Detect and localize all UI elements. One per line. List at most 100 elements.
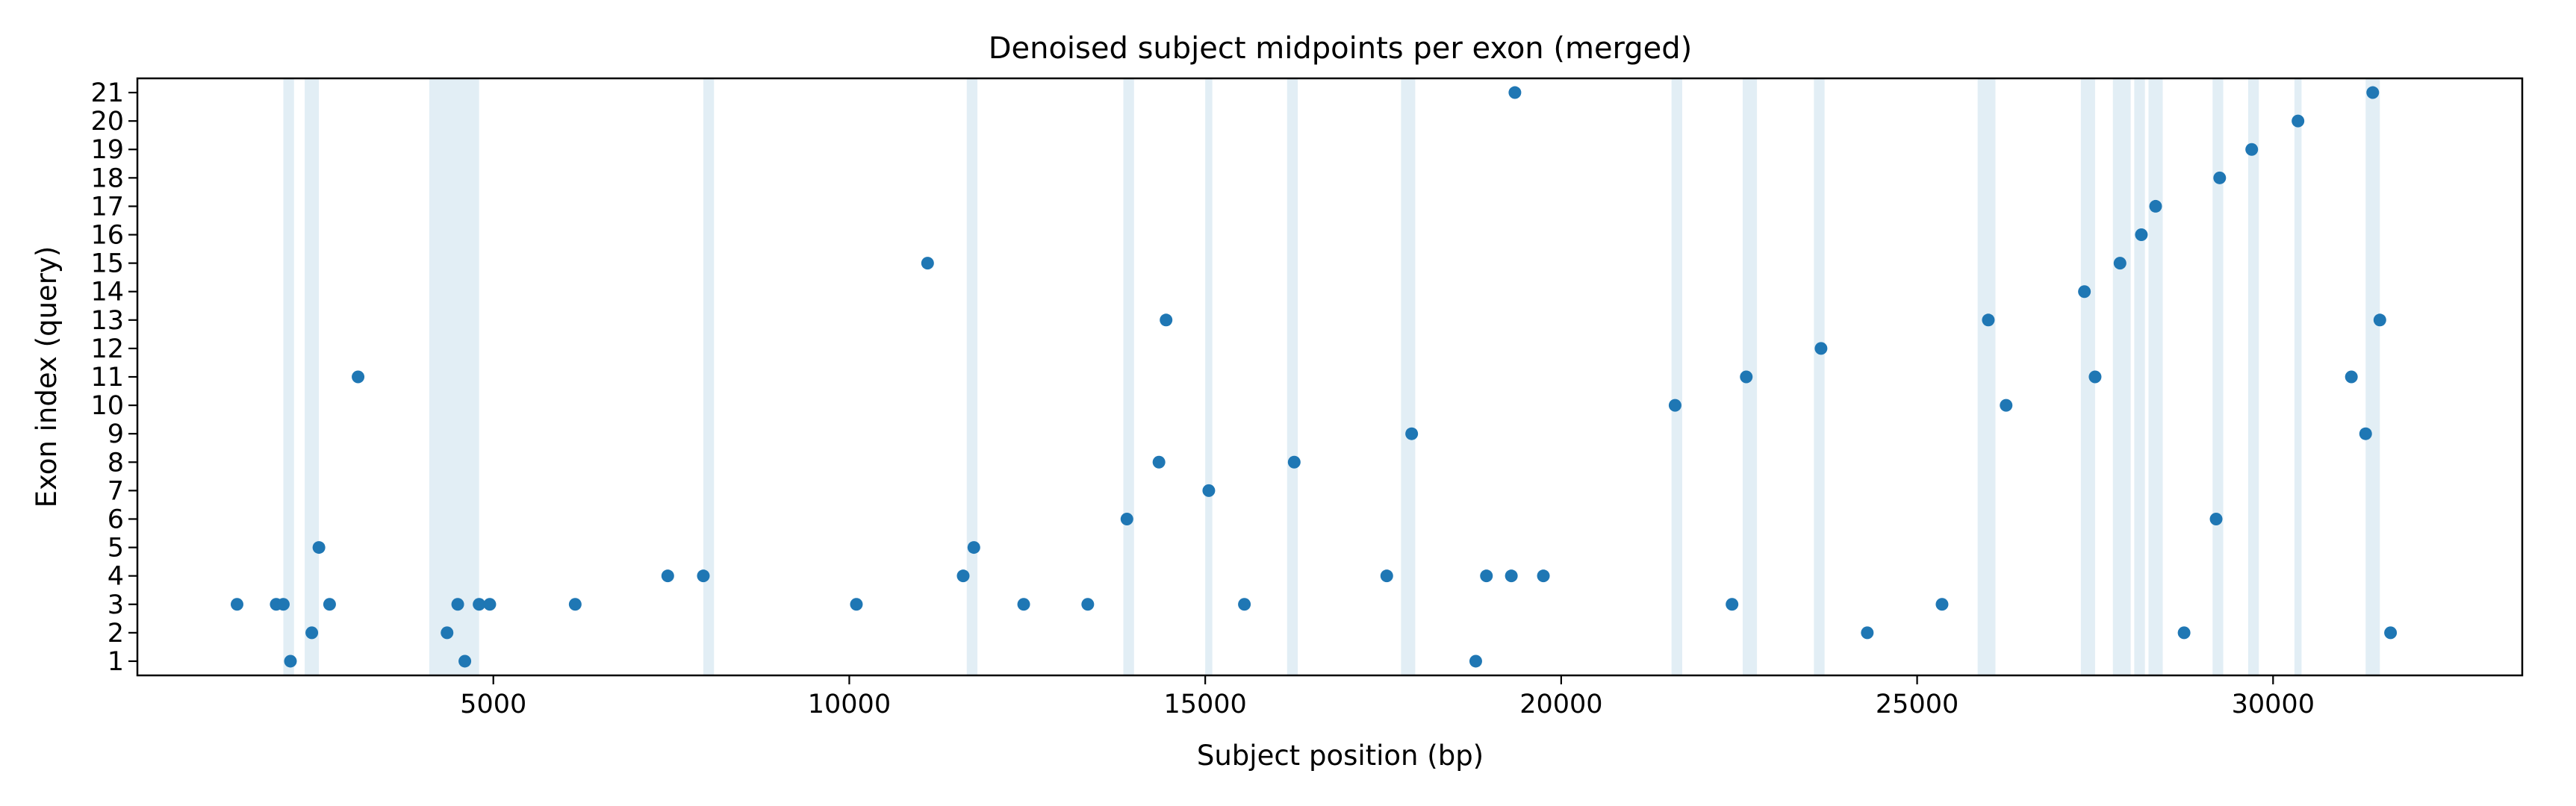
data-point	[1508, 86, 1522, 99]
data-point	[2384, 626, 2398, 640]
y-tick-label: 20	[90, 107, 124, 137]
data-point	[305, 626, 319, 640]
data-point	[312, 541, 326, 554]
data-point	[352, 370, 365, 384]
shaded-region	[1671, 78, 1682, 675]
data-point	[441, 626, 454, 640]
data-point	[2209, 512, 2223, 525]
x-tick-label: 20000	[1519, 690, 1602, 719]
shaded-region	[429, 78, 479, 675]
data-point	[1861, 626, 1874, 640]
y-tick-label: 15	[90, 249, 124, 279]
y-tick-label: 16	[90, 221, 124, 251]
y-tick-label: 8	[108, 448, 124, 478]
shaded-region	[2365, 78, 2380, 675]
y-tick-label: 12	[90, 334, 124, 364]
shaded-region	[703, 78, 715, 675]
data-point	[1380, 569, 1393, 583]
data-point	[2292, 114, 2305, 128]
shaded-region	[1287, 78, 1298, 675]
data-point	[1726, 598, 1739, 611]
x-tick-label: 15000	[1163, 690, 1246, 719]
shaded-region	[2112, 78, 2131, 675]
data-point	[1668, 399, 1681, 412]
shaded-region	[1814, 78, 1825, 675]
data-point	[2213, 171, 2227, 184]
data-point	[1469, 655, 1482, 668]
data-point	[956, 569, 970, 583]
data-point	[2373, 313, 2386, 327]
x-axis-label: Subject position (bp)	[1197, 740, 1484, 772]
x-tick-label: 25000	[1876, 690, 1959, 719]
data-point	[921, 257, 934, 270]
shaded-region	[1401, 78, 1416, 675]
data-point	[1740, 370, 1753, 384]
x-tick-label: 30000	[2232, 690, 2315, 719]
data-point	[2345, 370, 2358, 384]
data-point	[568, 598, 582, 611]
data-point	[661, 569, 674, 583]
data-point	[1935, 598, 1949, 611]
data-point	[473, 598, 486, 611]
x-tick-label: 5000	[460, 690, 526, 719]
data-point	[2000, 399, 2013, 412]
y-axis-label: Exon index (query)	[31, 246, 63, 508]
data-point	[1537, 569, 1550, 583]
shaded-region	[1123, 78, 1134, 675]
data-point	[1238, 598, 1251, 611]
data-point	[2366, 86, 2380, 99]
data-point	[458, 655, 472, 668]
data-point	[850, 598, 863, 611]
data-point	[2088, 370, 2102, 384]
y-tick-label: 3	[108, 590, 124, 620]
shaded-regions	[283, 78, 2380, 675]
y-tick-label: 9	[108, 419, 124, 449]
data-point	[2359, 427, 2372, 440]
x-axis-ticks: 5000 10000 15000 20000 25000 30000	[460, 675, 2315, 719]
shaded-region	[2212, 78, 2224, 675]
data-point	[2135, 228, 2148, 242]
data-point	[483, 598, 497, 611]
data-point	[1287, 455, 1301, 469]
data-point	[2245, 143, 2259, 156]
y-tick-label: 5	[108, 534, 124, 563]
data-points	[230, 86, 2398, 668]
data-point	[284, 655, 297, 668]
data-point	[1405, 427, 1419, 440]
data-point	[1505, 569, 1518, 583]
data-point	[1814, 342, 1828, 355]
y-tick-label: 17	[90, 192, 124, 222]
y-tick-label: 10	[90, 391, 124, 421]
y-tick-label: 21	[90, 78, 124, 108]
data-point	[323, 598, 336, 611]
y-tick-label: 14	[90, 278, 124, 307]
data-point	[2113, 257, 2127, 270]
data-point	[2177, 626, 2191, 640]
data-point	[697, 569, 710, 583]
data-point	[230, 598, 243, 611]
data-point	[1120, 512, 1133, 525]
y-tick-label: 7	[108, 476, 124, 506]
x-tick-label: 10000	[808, 690, 891, 719]
shaded-region	[283, 78, 294, 675]
data-point	[1081, 598, 1095, 611]
y-tick-label: 18	[90, 163, 124, 193]
data-point	[967, 541, 980, 554]
y-tick-label: 1	[108, 647, 124, 677]
y-tick-label: 6	[108, 504, 124, 534]
data-point	[276, 598, 290, 611]
y-tick-label: 13	[90, 306, 124, 336]
data-point	[1202, 484, 1216, 497]
shaded-region	[2148, 78, 2163, 675]
shaded-region	[2080, 78, 2095, 675]
shaded-region	[966, 78, 978, 675]
chart-title: Denoised subject midpoints per exon (mer…	[989, 31, 1693, 66]
data-point	[1982, 313, 1995, 327]
shaded-region	[2247, 78, 2259, 675]
data-point	[2078, 285, 2091, 299]
data-point	[1017, 598, 1030, 611]
data-point	[1480, 569, 1493, 583]
shaded-region	[305, 78, 320, 675]
